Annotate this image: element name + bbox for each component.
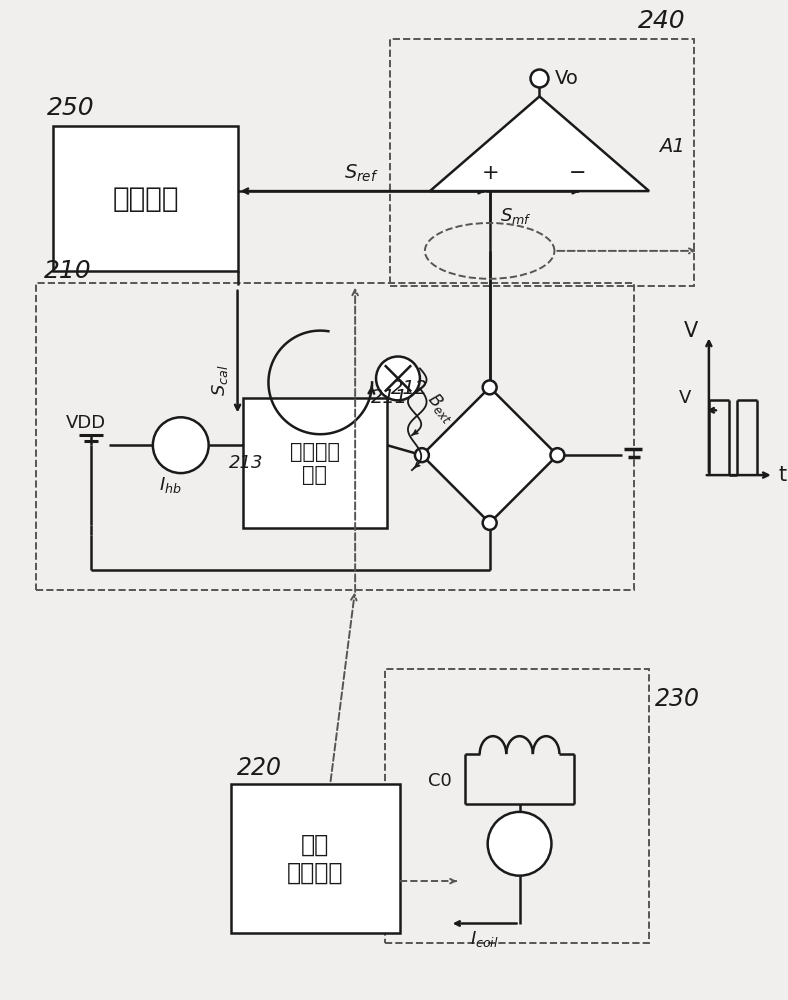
Text: $S_{ref}$: $S_{ref}$ <box>344 163 378 184</box>
Text: $B_{ext}$: $B_{ext}$ <box>423 389 459 427</box>
Circle shape <box>551 448 564 462</box>
Text: 频率调制
电路: 频率调制 电路 <box>290 442 340 485</box>
Bar <box>231 784 400 933</box>
Text: 213: 213 <box>229 454 263 472</box>
Polygon shape <box>422 387 557 523</box>
Text: 频率
产生单元: 频率 产生单元 <box>287 833 344 885</box>
Text: C0: C0 <box>428 772 452 790</box>
Text: VDD: VDD <box>66 414 106 432</box>
Text: 210: 210 <box>44 259 92 283</box>
Text: 230: 230 <box>655 687 700 711</box>
Text: t: t <box>779 465 786 485</box>
Text: $I_{coil}$: $I_{coil}$ <box>470 929 499 949</box>
Text: 校准单元: 校准单元 <box>112 185 179 213</box>
Circle shape <box>530 70 548 87</box>
Text: 211: 211 <box>371 388 408 407</box>
Circle shape <box>153 417 209 473</box>
Bar <box>243 398 387 528</box>
Text: $I_{hb}$: $I_{hb}$ <box>159 475 182 495</box>
Text: $S_{mf}$: $S_{mf}$ <box>500 206 531 226</box>
Text: 220: 220 <box>236 756 281 780</box>
Text: 250: 250 <box>47 96 95 120</box>
Circle shape <box>415 448 429 462</box>
Bar <box>390 39 694 286</box>
Text: Vo: Vo <box>555 69 578 88</box>
Text: +: + <box>481 163 499 183</box>
Text: −: − <box>569 163 586 183</box>
Text: V: V <box>678 389 691 407</box>
Text: 212: 212 <box>391 379 428 398</box>
Polygon shape <box>430 96 649 191</box>
Circle shape <box>488 812 552 876</box>
Circle shape <box>376 357 420 400</box>
Text: A1: A1 <box>659 137 685 156</box>
Text: V: V <box>684 321 698 341</box>
Bar <box>54 126 237 271</box>
Circle shape <box>483 380 496 394</box>
Text: 240: 240 <box>638 9 686 33</box>
Bar <box>36 283 634 590</box>
Bar <box>385 669 649 943</box>
Text: $S_{cal}$: $S_{cal}$ <box>210 365 229 396</box>
Circle shape <box>483 516 496 530</box>
